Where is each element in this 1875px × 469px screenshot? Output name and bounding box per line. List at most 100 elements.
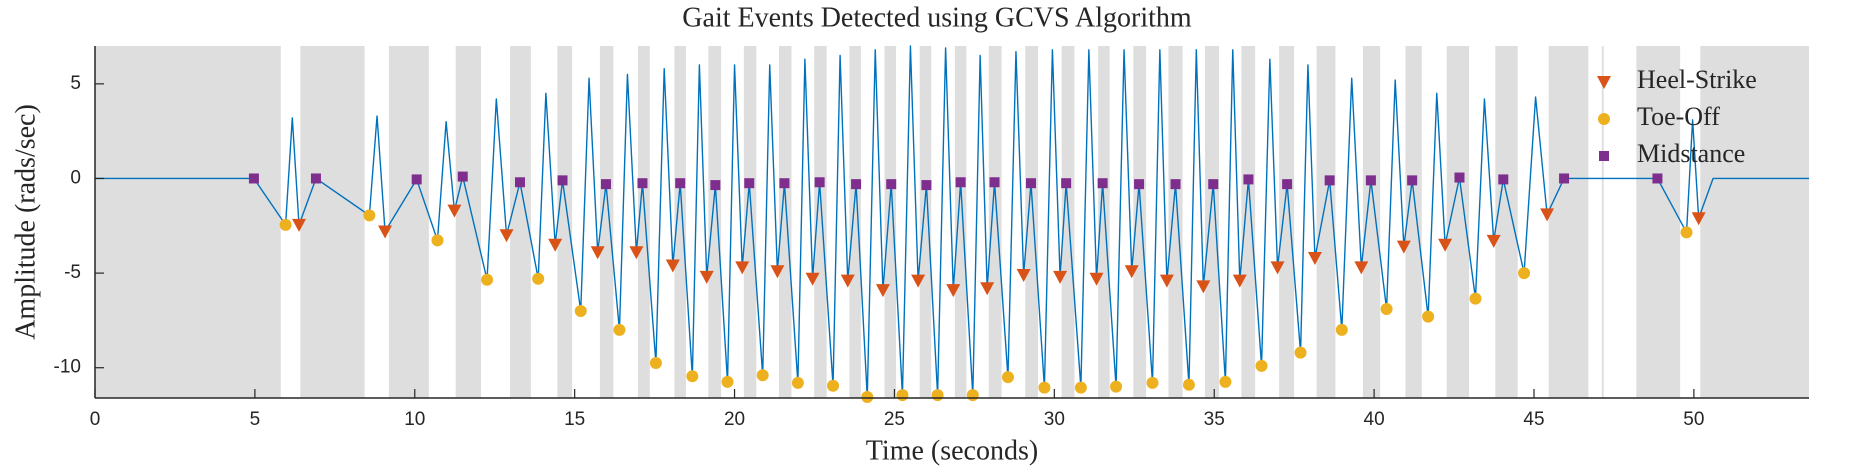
event-marker: [931, 389, 944, 402]
event-marker: [1182, 378, 1195, 391]
event-marker: [1232, 274, 1247, 288]
event-marker: [875, 284, 890, 298]
shaded-interval: [455, 46, 481, 398]
event-marker: [699, 270, 714, 284]
x-tick-label: 20: [724, 409, 745, 430]
event-marker: [310, 173, 321, 184]
event-marker: [649, 356, 662, 369]
legend-label: Midstance: [1637, 139, 1745, 168]
x-tick-label: 40: [1364, 409, 1385, 430]
event-marker: [966, 389, 979, 402]
event-marker: [1324, 175, 1335, 186]
event-marker: [1170, 179, 1181, 190]
event-marker: [1422, 310, 1435, 323]
shaded-interval: [637, 46, 650, 398]
shaded-interval: [599, 46, 614, 398]
event-marker: [744, 178, 755, 189]
x-tick-label: 10: [404, 409, 425, 430]
event-marker: [1270, 261, 1285, 275]
event-marker: [590, 246, 605, 260]
plot-area: 0 5 10 15 20 25 30 35 40 45 50 -10 -5 0 5: [54, 45, 1809, 430]
y-tick-label: -5: [64, 262, 81, 283]
event-marker: [481, 273, 494, 286]
event-marker: [1159, 274, 1174, 288]
event-marker: [851, 179, 862, 190]
event-marker: [1354, 261, 1369, 275]
x-tick-label: 30: [1044, 409, 1065, 430]
event-marker: [1053, 270, 1068, 284]
event-marker: [601, 179, 612, 190]
shaded-interval: [1362, 46, 1381, 398]
shaded-interval: [1548, 46, 1589, 398]
shaded-interval: [954, 46, 967, 398]
shaded-interval: [1133, 46, 1147, 398]
event-marker: [457, 171, 468, 182]
event-marker: [447, 204, 462, 218]
shaded-interval: [557, 46, 573, 398]
event-marker: [686, 370, 699, 383]
shaded-interval: [95, 46, 281, 398]
event-marker: [1001, 371, 1014, 384]
event-marker: [1097, 178, 1108, 189]
event-marker: [1208, 179, 1219, 190]
event-marker: [827, 379, 840, 392]
legend-label: Heel-Strike: [1637, 65, 1757, 94]
event-marker: [735, 261, 750, 275]
event-marker: [363, 209, 376, 222]
shaded-interval: [1241, 46, 1256, 398]
y-tick-label: -10: [54, 357, 81, 378]
legend: Heel-Strike Toe-Off Midstance: [1597, 65, 1757, 168]
shaded-interval: [1636, 46, 1681, 398]
event-marker: [574, 304, 587, 317]
event-marker: [1110, 380, 1123, 393]
legend-marker: [1599, 151, 1609, 161]
shaded-interval: [1279, 46, 1295, 398]
event-marker: [1146, 376, 1159, 389]
shaded-interval: [300, 46, 365, 398]
event-marker: [1365, 175, 1376, 186]
event-marker: [756, 369, 769, 382]
event-marker: [1396, 240, 1411, 254]
event-marker: [911, 274, 926, 288]
shaded-interval: [884, 46, 897, 398]
shaded-interval: [1316, 46, 1336, 398]
event-marker: [989, 177, 1000, 188]
x-tick-label: 5: [250, 409, 261, 430]
event-marker: [814, 177, 825, 188]
event-marker: [1025, 178, 1036, 189]
event-marker: [1074, 381, 1087, 394]
event-marker: [665, 259, 680, 273]
event-marker: [721, 375, 734, 388]
event-marker: [1016, 268, 1031, 282]
signal-line: [95, 45, 1809, 398]
event-marker: [1038, 381, 1051, 394]
event-marker: [805, 272, 820, 286]
shaded-interval: [1405, 46, 1422, 398]
event-marker: [1089, 272, 1104, 286]
event-marker: [514, 177, 525, 188]
event-marker: [1243, 174, 1254, 185]
event-marker: [411, 174, 422, 185]
shaded-interval: [919, 46, 932, 398]
shaded-interval: [743, 46, 757, 398]
event-marker: [431, 234, 444, 247]
event-marker: [896, 389, 909, 402]
event-marker: [1294, 346, 1307, 359]
shaded-interval: [388, 46, 429, 398]
event-marker: [378, 225, 393, 239]
event-marker: [1380, 303, 1393, 316]
event-marker: [248, 173, 259, 184]
shaded-interval: [1495, 46, 1518, 398]
event-marker: [1540, 208, 1555, 222]
event-marker: [1680, 226, 1693, 239]
event-marker: [946, 284, 961, 298]
x-tick-label: 45: [1523, 409, 1544, 430]
y-tick-label: 5: [70, 73, 81, 94]
event-marker: [1307, 251, 1322, 265]
chart-title: Gait Events Detected using GCVS Algorith…: [682, 2, 1192, 33]
shaded-interval: [814, 46, 827, 398]
shaded-interval: [1025, 46, 1039, 398]
event-marker: [1454, 172, 1465, 183]
event-marker: [1407, 175, 1418, 186]
